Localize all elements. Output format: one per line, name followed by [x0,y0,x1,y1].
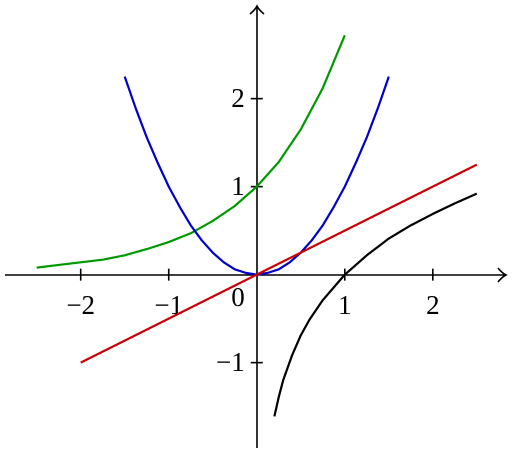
y-axis-arrow [249,4,265,15]
y-tick-label: 2 [231,83,245,113]
x-axis-arrow [497,267,508,283]
axes [5,4,508,448]
curve [36,34,346,269]
y-tick-label: 1 [231,171,245,201]
x-tick-label: −1 [154,290,183,320]
y-tick-label: −1 [216,347,245,377]
x-tick-label: −2 [66,290,95,320]
x-tick-label: 2 [426,290,440,320]
curve [273,192,478,417]
x-tick-label: 1 [338,290,352,320]
origin-label: 0 [231,282,245,312]
curve [80,163,478,364]
